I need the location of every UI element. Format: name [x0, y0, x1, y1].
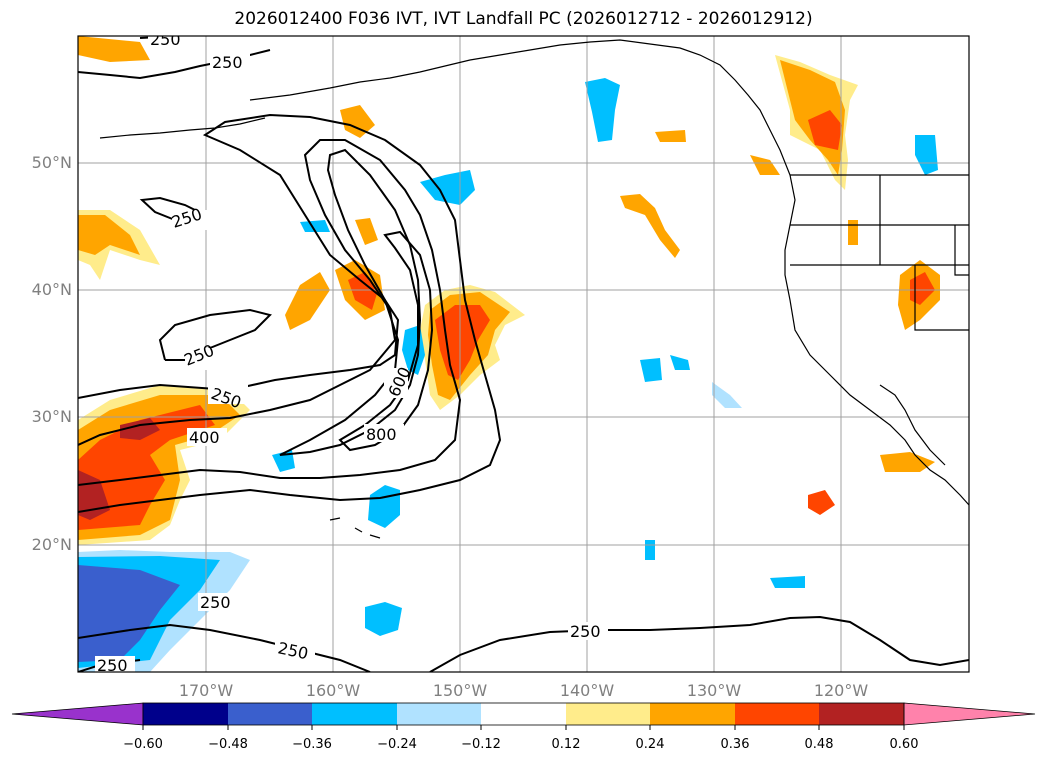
shade-red-band	[78, 405, 215, 530]
contour-250-south	[78, 623, 371, 672]
shade-e6	[770, 576, 805, 588]
colorbar-tick-label: 0.48	[804, 737, 834, 752]
shade-ne3b	[910, 272, 935, 305]
shade-e1	[620, 194, 680, 258]
shade-e3	[640, 358, 662, 382]
shade-e5	[712, 382, 742, 408]
colorbar-segment	[228, 703, 312, 725]
lon-label-120w: 120°W	[813, 681, 869, 700]
contour-label: 800	[366, 425, 397, 444]
contour-labels: 250 250 250 250 250 400 600 800 250 250 …	[95, 30, 608, 675]
map-title: 2026012400 F036 IVT, IVT Landfall PC (20…	[234, 9, 813, 29]
colorbar-segment	[566, 703, 650, 725]
contour-800	[338, 230, 434, 452]
colorbar-segment	[650, 703, 735, 725]
shade-left-mid-2	[78, 215, 140, 255]
shade-blue-s1	[368, 485, 400, 528]
colorbar	[11, 702, 1036, 730]
colorbar-segment	[819, 703, 904, 725]
coast-hawaii	[329, 517, 381, 539]
shade-blue-n1	[420, 170, 475, 205]
contour-400	[78, 139, 462, 486]
colorbar-segment	[312, 703, 397, 725]
colorbar-extend-low	[11, 702, 144, 726]
contour-label: 250	[212, 53, 243, 72]
shade-ne6	[808, 490, 835, 515]
lon-label-130w: 130°W	[686, 681, 742, 700]
coast-aleutians	[99, 117, 266, 139]
lat-label-40n: 40°N	[31, 280, 72, 299]
contour-label: 400	[189, 428, 220, 447]
shade-e4	[670, 355, 690, 370]
map-frame	[77, 35, 970, 673]
colorbar-tick-label: −0.48	[208, 737, 248, 752]
colorbar-segment	[397, 703, 481, 725]
colorbar-tick-label: −0.36	[292, 737, 332, 752]
ivt-shading	[78, 36, 940, 672]
lon-label-150w: 150°W	[432, 681, 488, 700]
shade-e7	[645, 540, 655, 560]
shade-ne1c	[808, 110, 842, 150]
lon-label-140w: 140°W	[559, 681, 615, 700]
shade-ne2	[750, 155, 780, 175]
shade-ne5	[880, 452, 935, 472]
coast-alaska	[249, 39, 791, 176]
contour-label: 250	[570, 622, 601, 641]
colorbar-tick-label: 0.12	[551, 737, 581, 752]
contour-label: 250	[200, 593, 231, 612]
lat-label-20n: 20°N	[31, 535, 72, 554]
colorbar-segment	[143, 703, 228, 725]
lat-label-50n: 50°N	[31, 153, 72, 172]
lon-label-170w: 170°W	[178, 681, 234, 700]
colorbar-tick-label: 0.24	[635, 737, 665, 752]
coast-west-na	[784, 174, 969, 506]
colorbar-segment	[735, 703, 819, 725]
shade-c4	[355, 218, 378, 245]
lat-label-30n: 30°N	[31, 407, 72, 426]
contour-label: 250	[150, 30, 181, 49]
colorbar-extend-high	[903, 702, 1036, 726]
colorbar-tick-label: 0.60	[889, 737, 919, 752]
coastlines	[99, 39, 969, 539]
lon-label-160w: 160°W	[305, 681, 361, 700]
colorbar-tick-label: −0.12	[461, 737, 501, 752]
shade-blue-n2	[585, 78, 620, 142]
shade-e2	[655, 130, 686, 142]
shade-c1	[340, 105, 375, 138]
shade-blue-s4	[300, 220, 330, 232]
ivt-contours	[78, 36, 969, 672]
shade-ne4	[915, 135, 938, 175]
state-lines	[790, 175, 969, 331]
shade-blue-s2	[365, 602, 402, 636]
shade-blue-s3	[272, 450, 295, 472]
contour-250-outer	[78, 113, 502, 513]
shade-ne7	[848, 220, 858, 245]
shade-blue-sw-3	[78, 565, 180, 662]
colorbar-segment	[481, 703, 566, 725]
contour-250-east	[429, 615, 969, 672]
contour-label: 250	[97, 656, 128, 675]
coast-baja	[879, 384, 946, 466]
shade-topleft	[78, 36, 150, 62]
colorbar-tick-label: −0.60	[123, 737, 163, 752]
colorbar-tick-label: 0.36	[720, 737, 750, 752]
shade-c2	[285, 272, 330, 330]
colorbar-tick-label: −0.24	[377, 737, 417, 752]
